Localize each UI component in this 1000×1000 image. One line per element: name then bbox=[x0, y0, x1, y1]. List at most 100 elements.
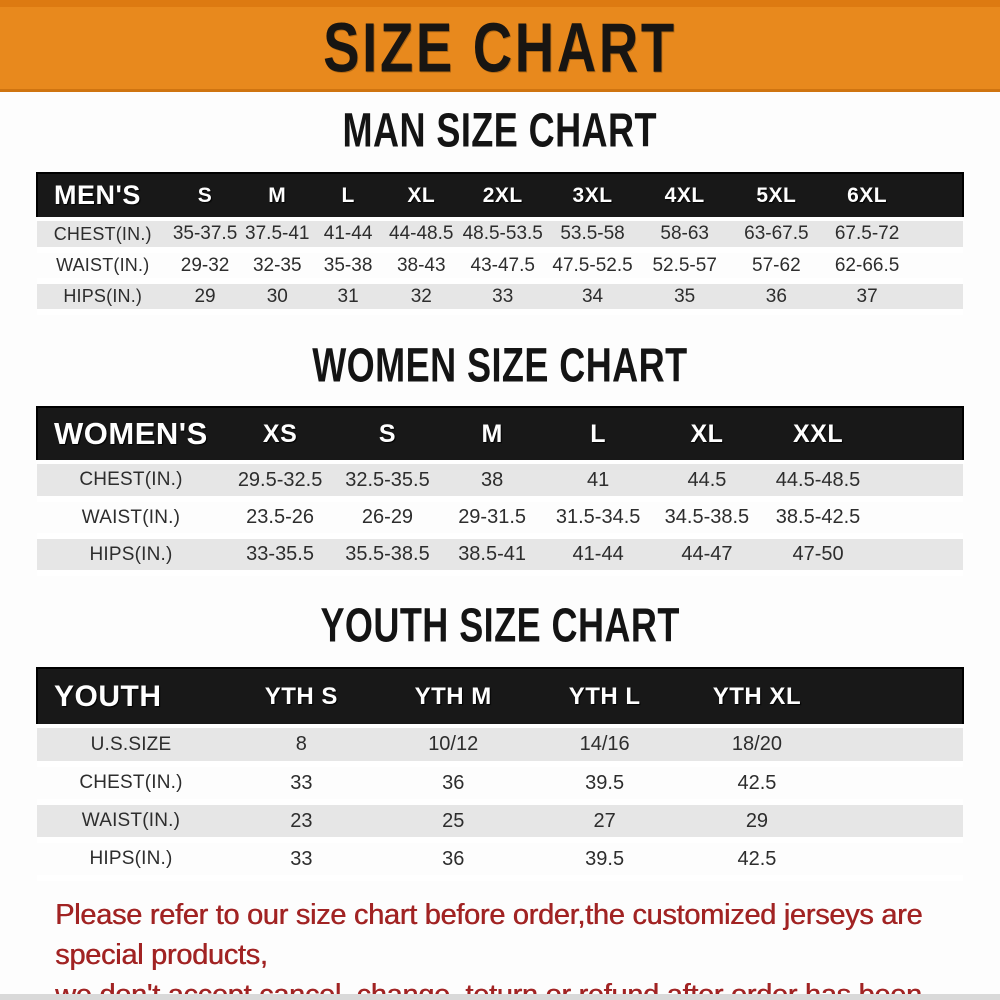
mens-hips-row: HIPS(IN.) 29 30 31 32 33 34 35 36 37 bbox=[37, 281, 963, 312]
row-label: HIPS(IN.) bbox=[63, 286, 143, 306]
row-label: CHEST(IN.) bbox=[79, 772, 183, 793]
womens-corner-label: WOMEN'S bbox=[54, 416, 208, 451]
spacer-cell bbox=[912, 219, 963, 250]
bottom-edge-strip bbox=[0, 994, 1000, 1000]
mens-chest-row: CHEST(IN.) 35-37.5 37.5-41 41-44 44-48.5… bbox=[37, 219, 963, 250]
spacer-cell bbox=[912, 281, 963, 312]
womens-size-header-xl: XL bbox=[690, 419, 724, 448]
size-value-cell: 39.5 bbox=[585, 847, 625, 870]
mens-waist-row: WAIST(IN.) 29-32 32-35 35-38 38-43 43-47… bbox=[37, 250, 963, 281]
size-value-cell: 29.5-32.5 bbox=[237, 468, 323, 491]
size-value-cell: 44.5-48.5 bbox=[775, 468, 861, 491]
row-label: WAIST(IN.) bbox=[81, 810, 181, 831]
row-label: HIPS(IN.) bbox=[89, 848, 173, 869]
youth-chest-row: CHEST(IN.) 33 36 39.5 42.5 bbox=[37, 764, 963, 802]
size-value-cell: 38.5-42.5 bbox=[775, 506, 861, 528]
size-value-cell: 38.5-41 bbox=[458, 543, 527, 565]
mens-size-header-s: S bbox=[197, 183, 213, 207]
size-value-cell: 62-66.5 bbox=[834, 254, 900, 276]
youth-ussize-row: U.S.SIZE 8 10/12 14/16 18/20 bbox=[37, 726, 963, 764]
youth-waist-row: WAIST(IN.) 23 25 27 29 bbox=[37, 802, 963, 840]
mens-size-header-4xl: 4XL bbox=[664, 183, 705, 207]
size-value-cell: 33 bbox=[290, 771, 313, 794]
row-label: HIPS(IN.) bbox=[89, 543, 173, 565]
youth-size-header-s: YTH S bbox=[264, 682, 338, 710]
row-label: WAIST(IN.) bbox=[56, 255, 150, 275]
size-value-cell: 23 bbox=[290, 809, 313, 832]
size-value-cell: 33 bbox=[492, 285, 514, 307]
youth-size-header-xl: YTH XL bbox=[712, 682, 802, 710]
mens-size-header-2xl: 2XL bbox=[482, 183, 523, 207]
mens-size-header-xl: XL bbox=[407, 183, 436, 207]
size-value-cell: 32.5-35.5 bbox=[345, 468, 430, 491]
size-value-cell: 41-44 bbox=[572, 543, 624, 565]
banner-title: SIZE CHART bbox=[323, 9, 677, 87]
mens-size-table: MEN'S S M L XL 2XL 3XL 4XL 5XL 6XL CHEST… bbox=[36, 172, 964, 315]
youth-section-title: YOUTH SIZE CHART bbox=[0, 598, 1000, 653]
womens-size-header-xxl: XXL bbox=[792, 419, 844, 448]
size-value-cell: 34.5-38.5 bbox=[664, 506, 750, 528]
row-label: U.S.SIZE bbox=[90, 733, 172, 755]
mens-size-header-m: M bbox=[268, 183, 287, 207]
spacer-cell bbox=[833, 840, 963, 878]
youth-size-table: YOUTH YTH S YTH M YTH L YTH XL U.S.SIZE … bbox=[36, 667, 964, 881]
womens-waist-row: WAIST(IN.) 23.5-26 26-29 29-31.5 31.5-34… bbox=[37, 499, 963, 536]
size-value-cell: 35 bbox=[674, 285, 696, 307]
disclaimer-line-1: Please refer to our size chart before or… bbox=[55, 899, 923, 971]
size-value-cell: 26-29 bbox=[361, 506, 414, 528]
row-label: WAIST(IN.) bbox=[81, 506, 181, 528]
youth-header-row: YOUTH YTH S YTH M YTH L YTH XL bbox=[37, 668, 963, 726]
spacer-cell bbox=[912, 173, 963, 219]
size-value-cell: 42.5 bbox=[737, 771, 777, 794]
size-value-cell: 36 bbox=[765, 285, 787, 307]
mens-size-header-5xl: 5XL bbox=[756, 183, 797, 207]
size-value-cell: 38-43 bbox=[396, 254, 446, 276]
size-value-cell: 41 bbox=[587, 468, 610, 491]
size-value-cell: 32-35 bbox=[252, 254, 302, 276]
spacer-cell bbox=[874, 462, 963, 499]
man-section-title: MAN SIZE CHART bbox=[0, 104, 1000, 158]
size-value-cell: 52.5-57 bbox=[652, 254, 717, 276]
row-label: CHEST(IN.) bbox=[53, 223, 152, 244]
size-value-cell: 29 bbox=[745, 809, 769, 832]
size-value-cell: 36 bbox=[442, 847, 465, 870]
size-value-cell: 29 bbox=[194, 285, 216, 307]
size-value-cell: 57-62 bbox=[752, 254, 801, 276]
size-value-cell: 47-50 bbox=[792, 543, 844, 565]
size-value-cell: 32 bbox=[410, 285, 432, 307]
mens-header-row: MEN'S S M L XL 2XL 3XL 4XL 5XL 6XL bbox=[37, 173, 963, 219]
spacer-cell bbox=[874, 407, 963, 462]
mens-corner-label: MEN'S bbox=[54, 180, 141, 210]
mens-size-header-3xl: 3XL bbox=[572, 183, 613, 207]
mens-size-header-6xl: 6XL bbox=[847, 183, 888, 207]
size-value-cell: 36 bbox=[442, 771, 465, 794]
size-value-cell: 31 bbox=[337, 285, 359, 307]
size-value-cell: 37.5-41 bbox=[245, 223, 310, 244]
womens-header-row: WOMEN'S XS S M L XL XXL bbox=[37, 407, 963, 462]
size-value-cell: 41-44 bbox=[323, 223, 373, 244]
spacer-cell bbox=[833, 726, 963, 764]
mens-size-header-l: L bbox=[341, 183, 355, 207]
spacer-cell bbox=[874, 536, 963, 573]
size-value-cell: 14/16 bbox=[579, 733, 630, 755]
size-value-cell: 33-35.5 bbox=[246, 543, 314, 565]
size-value-cell: 44-47 bbox=[681, 543, 733, 565]
size-value-cell: 35-38 bbox=[323, 254, 373, 276]
womens-size-table: WOMEN'S XS S M L XL XXL CHEST(IN.) 29.5-… bbox=[36, 406, 964, 576]
size-value-cell: 35-37.5 bbox=[172, 223, 238, 244]
size-value-cell: 29-31.5 bbox=[458, 506, 527, 528]
size-value-cell: 37 bbox=[856, 285, 878, 307]
youth-section-title-text: YOUTH SIZE CHART bbox=[320, 598, 680, 653]
size-value-cell: 34 bbox=[581, 285, 604, 307]
size-value-cell: 42.5 bbox=[737, 847, 777, 870]
youth-hips-row: HIPS(IN.) 33 36 39.5 42.5 bbox=[37, 840, 963, 878]
womens-size-header-m: M bbox=[481, 419, 503, 448]
youth-corner-label: YOUTH bbox=[54, 679, 162, 713]
womens-chest-row: CHEST(IN.) 29.5-32.5 32.5-35.5 38 41 44.… bbox=[37, 462, 963, 499]
spacer-cell bbox=[874, 499, 963, 536]
size-value-cell: 58-63 bbox=[660, 223, 709, 244]
spacer-cell bbox=[912, 250, 963, 281]
size-value-cell: 10/12 bbox=[428, 733, 479, 755]
size-value-cell: 27 bbox=[593, 809, 616, 832]
